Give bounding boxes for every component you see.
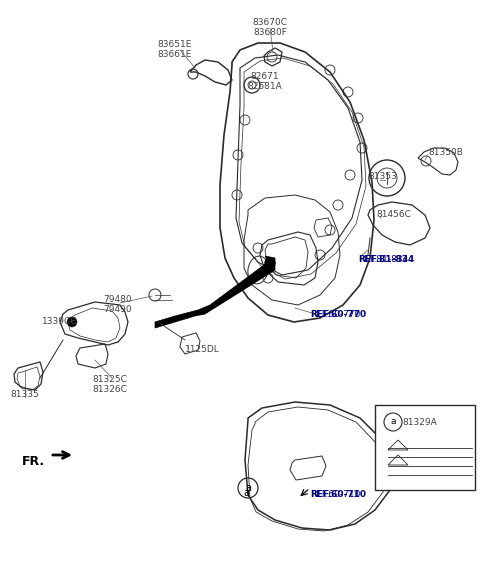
Text: REF.60-710: REF.60-710: [310, 490, 366, 499]
Text: a: a: [245, 483, 251, 493]
Text: 81335: 81335: [10, 390, 39, 399]
Text: 82671
82681A: 82671 82681A: [248, 72, 282, 91]
Circle shape: [67, 317, 77, 327]
Text: 1125DL: 1125DL: [185, 345, 220, 354]
Text: REF.60-770: REF.60-770: [310, 310, 360, 319]
Text: 83670C
83680F: 83670C 83680F: [252, 18, 288, 38]
Text: a: a: [390, 417, 396, 427]
Text: REF.60-710: REF.60-710: [310, 490, 360, 499]
Text: 81325C
81326C: 81325C 81326C: [93, 375, 127, 394]
Text: 81353: 81353: [368, 172, 397, 181]
Text: 1339CC: 1339CC: [42, 317, 77, 326]
Text: a: a: [243, 488, 249, 498]
Text: 81350B: 81350B: [428, 148, 463, 157]
Text: REF.60-770: REF.60-770: [310, 310, 366, 319]
Text: FR.: FR.: [22, 455, 45, 468]
Text: 79480
79490: 79480 79490: [104, 295, 132, 314]
Text: REF.81-834: REF.81-834: [358, 255, 414, 264]
Text: REF.81-834: REF.81-834: [358, 255, 408, 264]
Text: 81456C: 81456C: [376, 210, 411, 219]
FancyBboxPatch shape: [375, 405, 475, 490]
Circle shape: [265, 258, 275, 268]
Text: 81329A: 81329A: [402, 418, 437, 427]
Polygon shape: [155, 256, 275, 328]
Text: 83651E
83661E: 83651E 83661E: [158, 40, 192, 60]
